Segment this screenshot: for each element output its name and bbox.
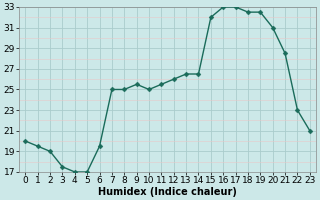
X-axis label: Humidex (Indice chaleur): Humidex (Indice chaleur) [98,187,237,197]
